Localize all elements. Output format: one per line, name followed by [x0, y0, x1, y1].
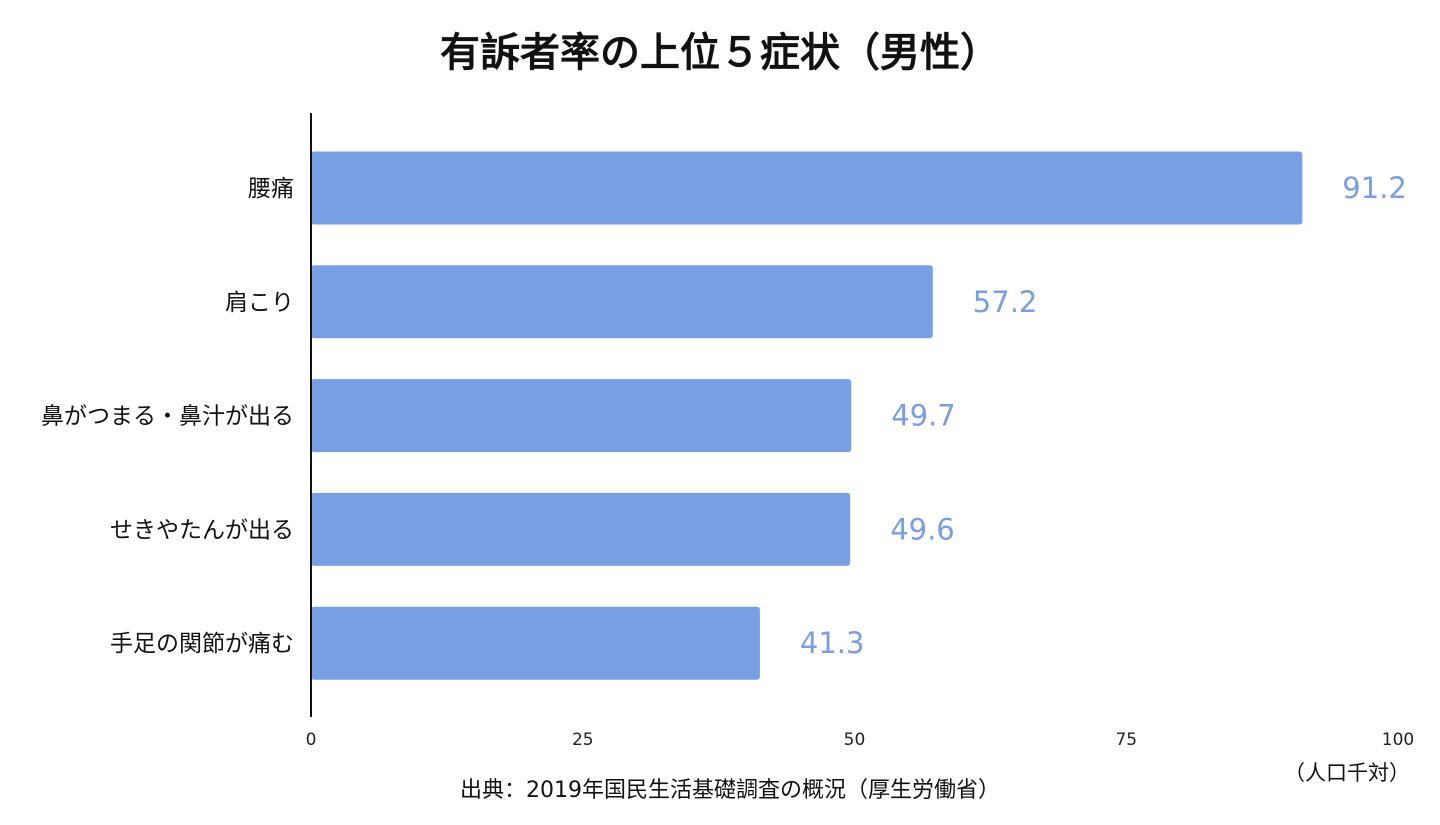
value-label: 49.7 — [891, 399, 956, 433]
value-label: 57.2 — [973, 285, 1038, 319]
bars-layer — [311, 151, 1303, 680]
x-tick-label: 0 — [306, 730, 317, 750]
source-note: 出典：2019年国民生活基礎調査の概況（厚生労働省） — [460, 778, 1000, 803]
chart-title: 有訴者率の上位５症状（男性） — [440, 30, 1000, 76]
x-axis-ticks: 0 25 50 75 100 — [306, 730, 1415, 750]
category-label: 鼻がつまる・鼻汁が出る — [41, 404, 294, 430]
value-label: 49.6 — [890, 512, 955, 546]
bar — [311, 492, 851, 566]
x-tick-label: 75 — [1115, 730, 1137, 750]
category-label: 肩こり — [225, 290, 294, 316]
category-label: 腰痛 — [248, 176, 294, 202]
bar — [311, 606, 760, 680]
value-label: 91.2 — [1342, 171, 1407, 205]
unit-label: （人口千対） — [1284, 761, 1410, 785]
x-tick-label: 25 — [572, 730, 594, 750]
category-label: 手足の関節が痛む — [110, 631, 294, 657]
bar — [311, 379, 852, 453]
value-label: 41.3 — [800, 626, 865, 660]
bar — [311, 151, 1303, 225]
bar — [311, 265, 933, 339]
x-tick-label: 100 — [1382, 730, 1414, 750]
category-label: せきやたんが出る — [110, 517, 294, 543]
labels-layer: 腰痛 91.2 肩こり 57.2 鼻がつまる・鼻汁が出る 49.7 せきやたんが出る 49.6… — [41, 171, 1407, 660]
x-tick-label: 50 — [844, 730, 866, 750]
